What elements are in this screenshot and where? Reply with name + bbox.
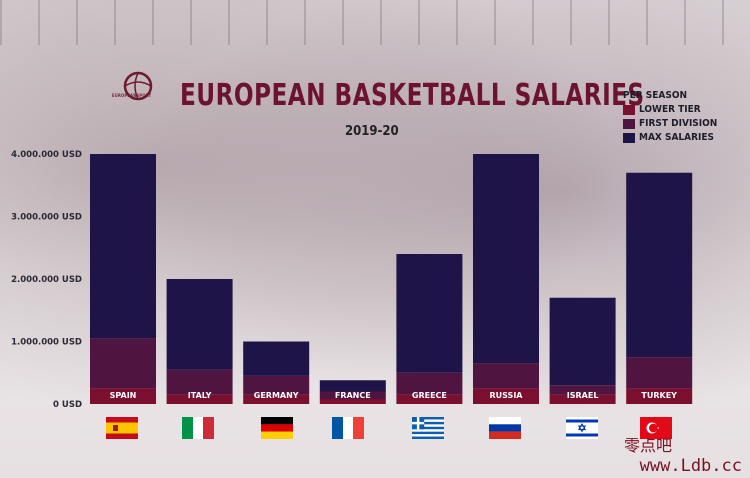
chart-title: EUROPEAN BASKETBALL SALARIES (180, 78, 645, 113)
bar-france-first-division (319, 391, 386, 399)
bar-italy-first-division (166, 369, 233, 395)
legend-swatch (623, 104, 635, 115)
y-tick-label: 4.000.000 USD (11, 150, 82, 160)
x-tick-label: ISRAEL (567, 391, 599, 400)
bar-germany-max-salaries (243, 341, 310, 376)
bar-israel-first-division (549, 385, 616, 395)
legend-label: MAX SALARIES (639, 132, 715, 143)
x-tick-label: GREECE (412, 391, 447, 400)
y-tick-label: 0 USD (53, 400, 82, 410)
bar-turkey-lower-tier (626, 388, 693, 404)
legend: PER SEASON LOWER TIER FIRST DIVISION MAX… (623, 90, 717, 146)
bar-spain-first-division (90, 338, 156, 389)
bar-israel-max-salaries (549, 297, 616, 386)
bar-germany-first-division (243, 375, 310, 395)
x-tick-label: ITALY (188, 391, 212, 400)
y-tick-label: 2.000.000 USD (11, 275, 82, 285)
bar-greece-max-salaries (396, 254, 463, 373)
bar-turkey-max-salaries (626, 172, 693, 358)
logo-icon (123, 71, 153, 101)
bar-italy-lower-tier (166, 394, 233, 404)
bar-greece-lower-tier (396, 394, 463, 404)
x-tick-label: FRANCE (335, 391, 371, 400)
bar-turkey-first-division (626, 357, 693, 389)
legend-item-first-division: FIRST DIVISION (623, 118, 717, 129)
bar-spain-max-salaries (90, 154, 156, 339)
israel-flag-icon (566, 417, 598, 439)
bar-france-max-salaries (319, 380, 386, 392)
y-tick-label: 3.000.000 USD (11, 213, 82, 223)
bar-russia-lower-tier (473, 388, 539, 404)
legend-item-lower-tier: LOWER TIER (623, 104, 717, 115)
x-tick-label: RUSSIA (490, 391, 524, 400)
bar-russia-max-salaries (473, 154, 539, 364)
bar-russia-first-division (473, 363, 539, 389)
legend-swatch (623, 132, 635, 143)
spain-flag-icon (106, 417, 138, 439)
russia-flag-icon (489, 417, 521, 439)
bar-spain-lower-tier (90, 388, 156, 404)
italy-flag-icon (182, 417, 214, 439)
watermark-chinese: 零点吧 (623, 436, 672, 455)
x-tick-label: GERMANY (254, 391, 299, 400)
legend-label: LOWER TIER (639, 104, 701, 115)
bar-israel-lower-tier (549, 394, 616, 404)
bar-greece-first-division (396, 372, 463, 395)
turkey-flag-icon (640, 417, 672, 439)
chart-subtitle: 2019-20 (345, 124, 399, 139)
greece-flag-icon (412, 417, 444, 439)
watermark-url: www.Ldb.cc (639, 456, 742, 476)
x-tick-label: SPAIN (110, 391, 137, 400)
logo-text: EUROPEANSPORT (112, 93, 152, 98)
legend-item-max-salaries: MAX SALARIES (623, 132, 717, 143)
legend-header: PER SEASON (623, 90, 688, 101)
legend-swatch (623, 118, 635, 129)
bar-germany-lower-tier (243, 394, 310, 404)
x-tick-label: TURKEY (641, 391, 677, 400)
legend-label: FIRST DIVISION (639, 118, 718, 129)
bar-italy-max-salaries (166, 279, 233, 370)
bar-france-lower-tier (319, 399, 386, 404)
france-flag-icon (332, 417, 364, 439)
y-tick-label: 1.000.000 USD (11, 338, 82, 348)
germany-flag-icon (261, 417, 293, 439)
